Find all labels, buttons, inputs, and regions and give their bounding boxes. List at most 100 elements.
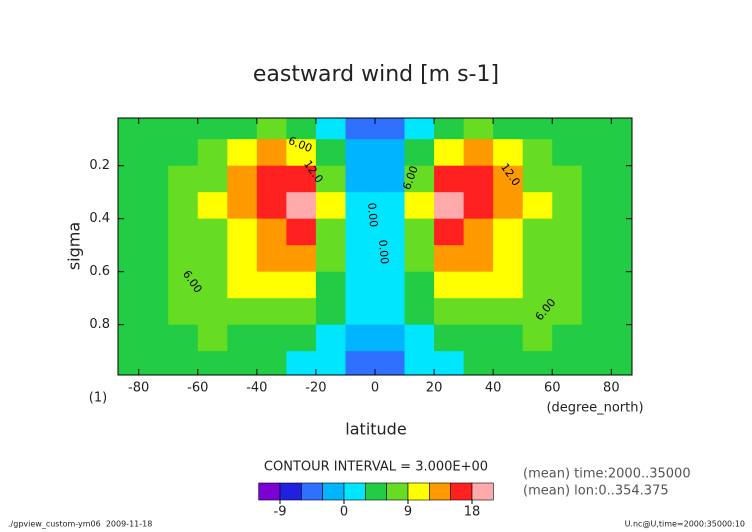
field-cell: [138, 351, 169, 375]
field-cell: [256, 165, 287, 193]
field-cell: [168, 139, 199, 167]
colorbar-box: [322, 482, 345, 501]
field-cell: [552, 298, 583, 326]
field-cell: [138, 192, 169, 220]
field-cell: [463, 298, 494, 326]
field-cell: [434, 165, 465, 193]
field-cell: [345, 271, 376, 299]
field-cell: [118, 139, 140, 167]
field-cell: [345, 165, 376, 193]
field-cell: [434, 218, 465, 246]
field-cell: [118, 271, 140, 299]
colorbar-box: [407, 482, 430, 501]
field-cell: [493, 139, 524, 167]
field-cell: [493, 271, 524, 299]
field-cell: [552, 271, 583, 299]
field-cell: [118, 245, 140, 273]
field-cell: [522, 218, 553, 246]
field-cell: [522, 139, 553, 167]
field-cell: [168, 324, 199, 352]
field-cell: [375, 351, 406, 375]
field-cell: [581, 139, 612, 167]
field-cell: [463, 324, 494, 352]
field-cell: [286, 351, 317, 375]
field-cell: [434, 351, 465, 375]
field-cell: [611, 139, 632, 167]
field-cell: [581, 192, 612, 220]
y-tick-label: 0.4: [89, 211, 110, 226]
field-cell: [315, 351, 346, 375]
field-cell: [375, 298, 406, 326]
field-cell: [463, 218, 494, 246]
field: [118, 118, 632, 375]
field-cell: [463, 192, 494, 220]
x-tick-label: 80: [603, 381, 620, 396]
field-cell: [375, 192, 406, 220]
field-cell: [168, 165, 199, 193]
field-cell: [581, 245, 612, 273]
field-cell: [552, 245, 583, 273]
field-cell: [434, 271, 465, 299]
field-cell: [611, 192, 632, 220]
field-cell: [227, 192, 258, 220]
field-cell: [345, 298, 376, 326]
field-cell: [197, 218, 228, 246]
colorbar-box: [429, 482, 451, 501]
field-cell: [227, 271, 258, 299]
field-cell: [256, 139, 287, 167]
colorbar-tick-label: -9: [274, 505, 287, 520]
field-cell: [286, 192, 317, 220]
colorbar-box: [450, 482, 473, 501]
field-cell: [404, 192, 435, 220]
field-cell: [315, 218, 346, 246]
x-tick-label: -80: [128, 381, 149, 396]
field-cell: [493, 324, 524, 352]
field-cell: [197, 298, 228, 326]
field-cell: [256, 351, 287, 375]
x-tick-label: 0: [371, 381, 379, 396]
field-cell: [345, 324, 376, 352]
field-cell: [404, 324, 435, 352]
field-cell: [345, 139, 376, 167]
y-tick-label: 0.2: [89, 158, 110, 173]
field-cell: [434, 192, 465, 220]
field-cell: [404, 298, 435, 326]
field-cell: [256, 192, 287, 220]
field-cell: [611, 351, 632, 375]
field-cell: [463, 351, 494, 375]
field-cell: [552, 351, 583, 375]
field-cell: [463, 139, 494, 167]
field-cell: [118, 165, 140, 193]
field-cell: [256, 118, 287, 140]
field-cell: [138, 165, 169, 193]
field-cell: [138, 324, 169, 352]
y-tick-label: 0.8: [89, 317, 110, 332]
field-cell: [522, 192, 553, 220]
colorbar-box: [279, 482, 302, 501]
field-cell: [463, 165, 494, 193]
field-cell: [315, 139, 346, 167]
colorbar-box: [258, 482, 281, 501]
field-cell: [168, 192, 199, 220]
field-cell: [552, 192, 583, 220]
x-axis-label: latitude: [345, 420, 406, 439]
field-cell: [286, 139, 317, 167]
field-cell: [434, 245, 465, 273]
field-cell: [168, 218, 199, 246]
field-cell: [227, 351, 258, 375]
field-cell: [315, 324, 346, 352]
field-cell: [315, 298, 346, 326]
field-cell: [493, 351, 524, 375]
field-cell: [286, 165, 317, 193]
field-cell: [345, 245, 376, 273]
colorbar-box: [471, 482, 494, 501]
field-cell: [197, 324, 228, 352]
field-cell: [552, 218, 583, 246]
x-tick-label: 20: [426, 381, 443, 396]
field-cell: [463, 271, 494, 299]
field-cell: [197, 192, 228, 220]
field-cell: [345, 351, 376, 375]
field-cell: [227, 298, 258, 326]
field-cell: [256, 218, 287, 246]
